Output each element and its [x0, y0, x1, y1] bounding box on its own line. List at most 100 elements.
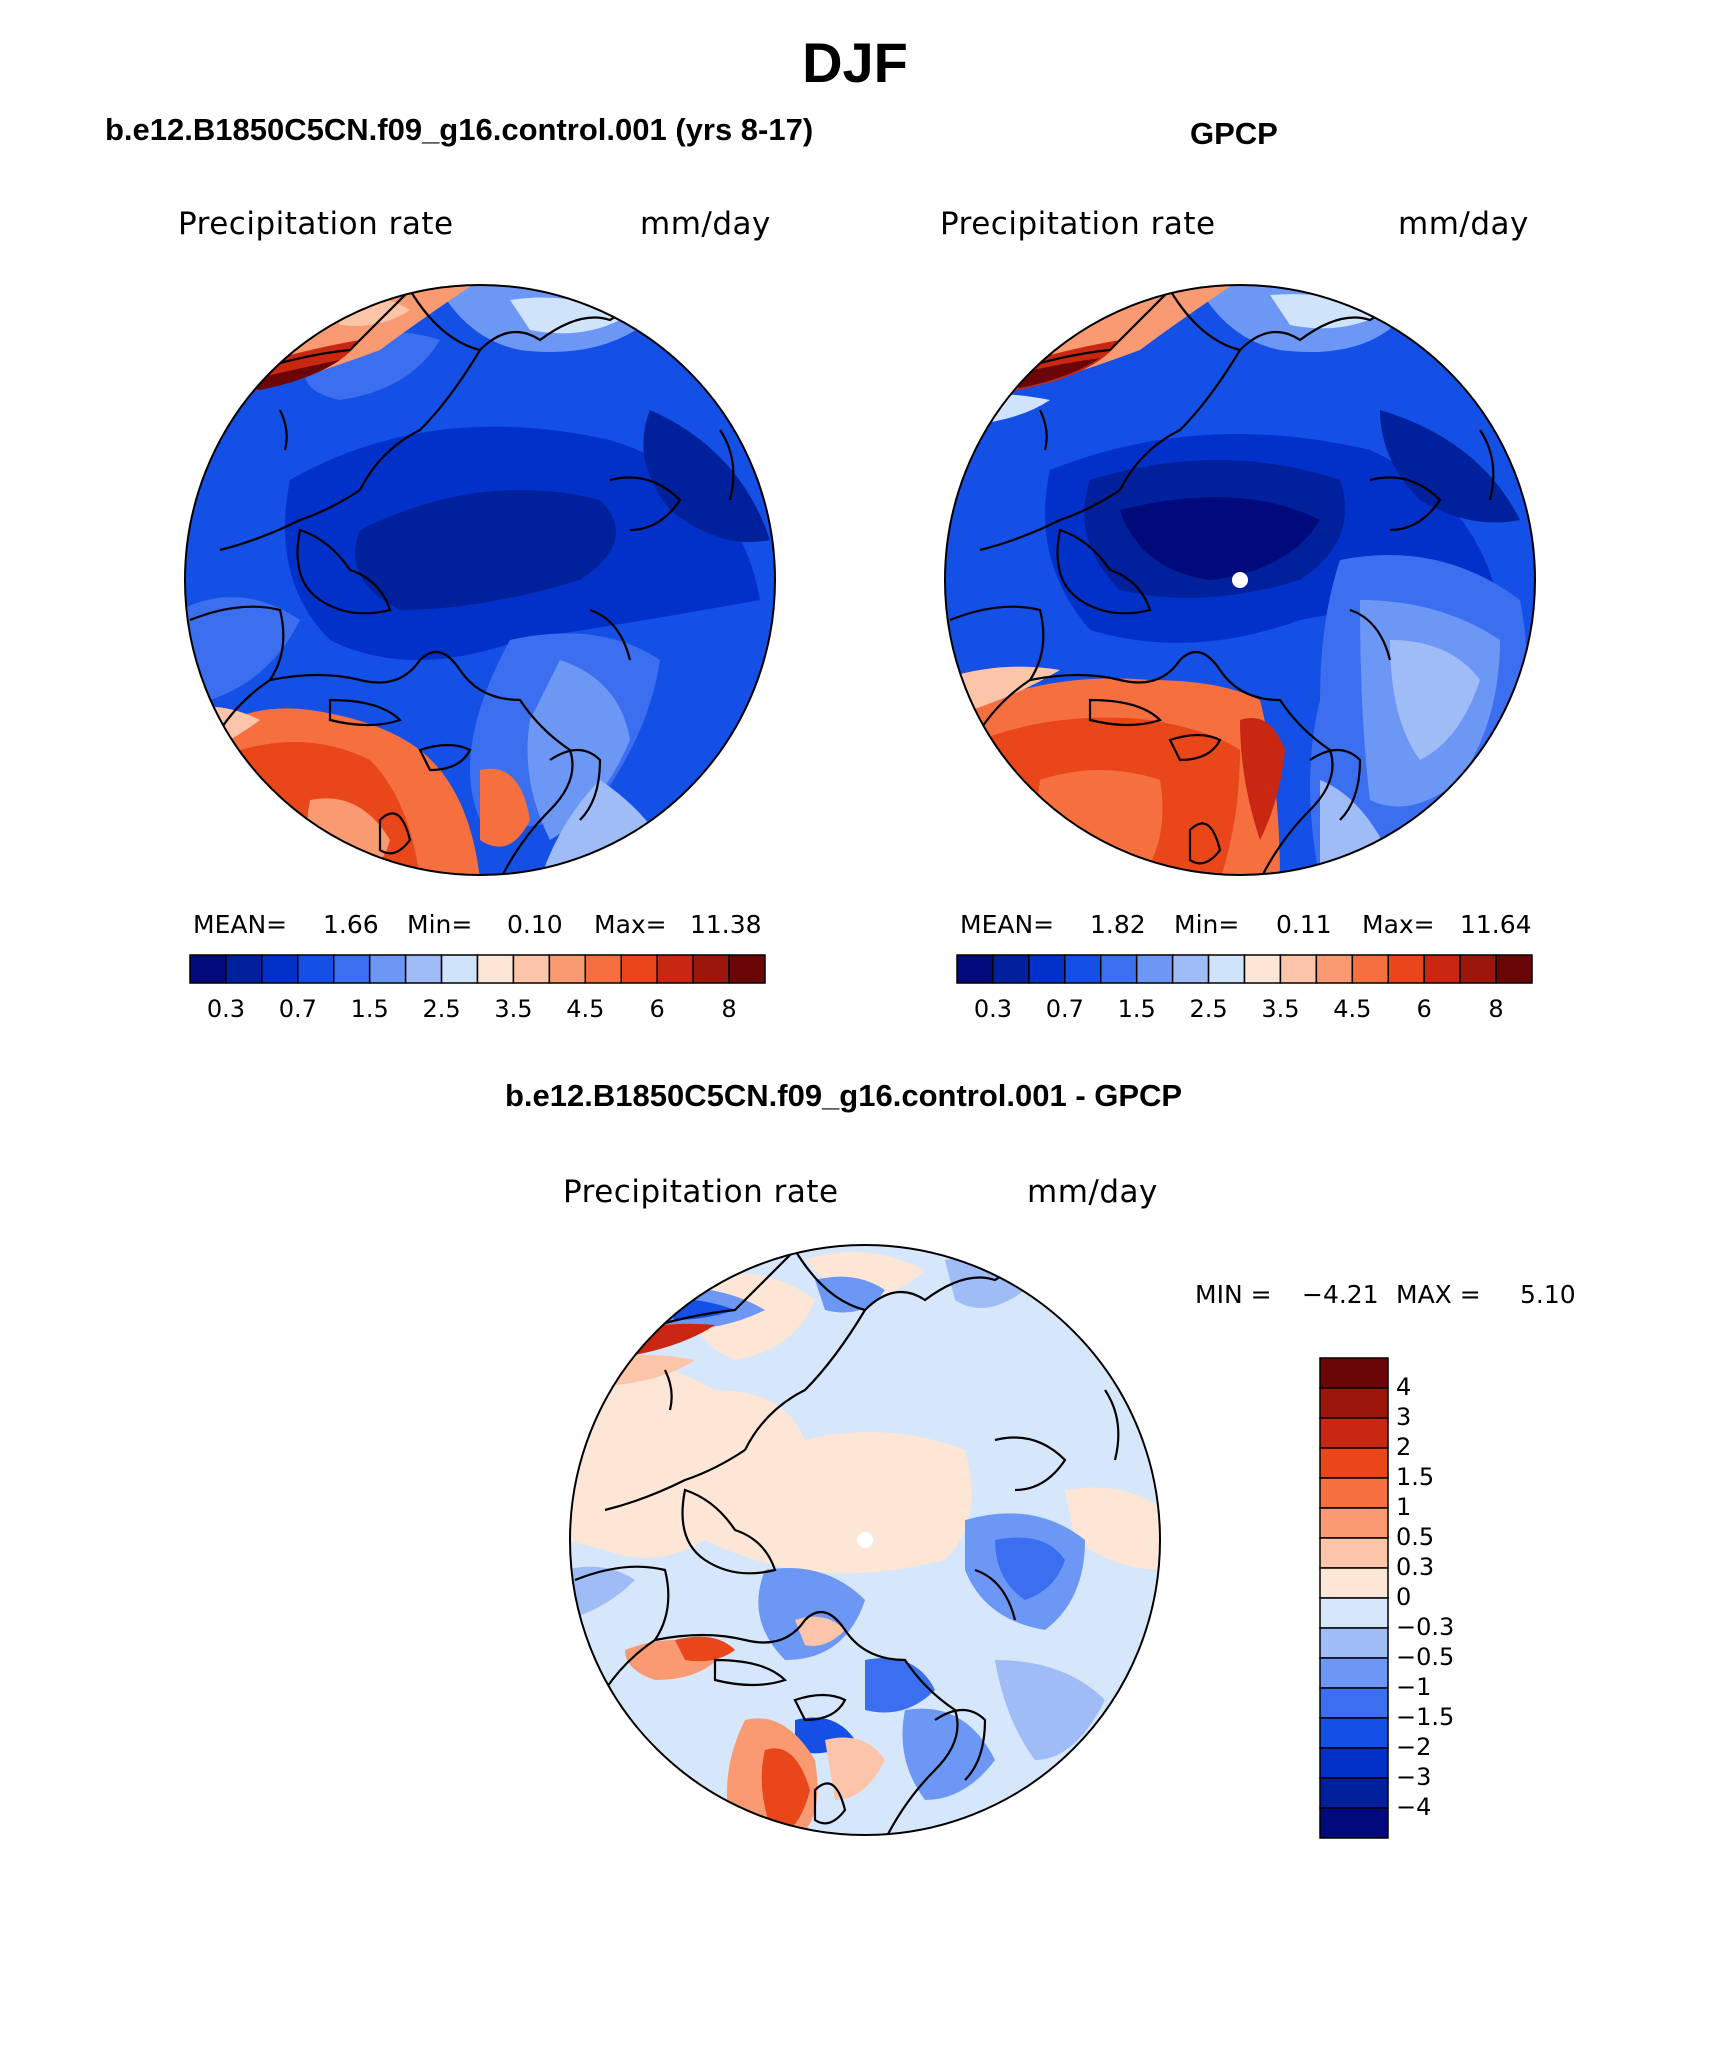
colorbar-tick-label: 3.5: [1261, 995, 1300, 1023]
colorbar-swatch: [1171, 954, 1210, 984]
units-label-obs: mm/day: [1398, 206, 1529, 242]
colorbar-tick-label: 6: [649, 995, 665, 1023]
colorbar-swatch: [1319, 1747, 1389, 1779]
colorbar-swatch: [584, 954, 622, 984]
colorbar-swatch: [1319, 1387, 1389, 1419]
colorbar-swatch: [1315, 954, 1354, 984]
max-value-model: 11.38: [690, 910, 762, 939]
colorbar-swatch: [1243, 954, 1282, 984]
colorbar-swatch: [1028, 954, 1066, 984]
polar-map-obs: [944, 284, 1536, 876]
colorbar-tick-label: 0: [1396, 1583, 1412, 1611]
colorbar-tick-label: 1.5: [1396, 1463, 1435, 1491]
colorbar-tick-label: 0.5: [1396, 1523, 1435, 1551]
colorbar-swatch: [476, 954, 515, 984]
colorbar-swatch: [1459, 954, 1497, 984]
colorbar-tick-label: 1.5: [350, 995, 389, 1023]
colorbar-swatch: [1279, 954, 1318, 984]
colorbar-tick-label: −0.5: [1396, 1643, 1455, 1671]
polar-map-difference: [569, 1244, 1161, 1836]
variable-label-difference: Precipitation rate: [563, 1174, 839, 1210]
colorbar-tick-label: −2: [1396, 1733, 1432, 1761]
colorbar-swatch: [1423, 954, 1461, 984]
min-label-model: Min=: [407, 910, 473, 939]
colorbar-tick-label: 0.7: [1045, 995, 1084, 1023]
colorbar-swatch: [1319, 1627, 1389, 1659]
colorbar-swatch: [368, 954, 407, 984]
max-value-difference: 5.10: [1520, 1280, 1576, 1309]
colorbar-tick-label: −1: [1396, 1673, 1432, 1701]
colorbar-swatch: [992, 954, 1030, 984]
colorbar-tick-label: 6: [1416, 995, 1432, 1023]
colorbar-tick-label: 4.5: [1333, 995, 1372, 1023]
units-label-model: mm/day: [640, 206, 771, 242]
mean-label-model: MEAN=: [193, 910, 288, 939]
colorbar-model: [189, 954, 766, 984]
colorbar-swatch: [1319, 1567, 1389, 1599]
colorbar-swatch: [1387, 954, 1425, 984]
min-value-model: 0.10: [507, 910, 563, 939]
colorbar-swatch: [189, 954, 227, 984]
max-label-difference: MAX =: [1396, 1280, 1481, 1309]
colorbar-tick-label: 3.5: [494, 995, 533, 1023]
colorbar-swatch: [1319, 1477, 1389, 1509]
mean-value-obs: 1.82: [1090, 910, 1146, 939]
colorbar-tick-label: 1: [1396, 1493, 1412, 1521]
colorbar-swatch: [1319, 1687, 1389, 1719]
variable-label-model: Precipitation rate: [178, 206, 454, 242]
colorbar-swatch: [692, 954, 730, 984]
colorbar-swatch: [1495, 954, 1533, 984]
colorbar-tick-label: −4: [1396, 1793, 1432, 1821]
colorbar-swatch: [261, 954, 299, 984]
colorbar-swatch: [1319, 1657, 1389, 1689]
colorbar-swatch: [1319, 1717, 1389, 1749]
polar-map-model: [184, 284, 776, 876]
colorbar-tick-label: 2.5: [422, 995, 461, 1023]
panel-title-model: b.e12.B1850C5CN.f09_g16.control.001 (yrs…: [105, 112, 814, 147]
colorbar-swatch: [656, 954, 694, 984]
colorbar-tick-label: 2.5: [1189, 995, 1228, 1023]
colorbar-tick-label: 0.3: [1396, 1553, 1435, 1581]
colorbar-swatch: [1319, 1597, 1389, 1629]
colorbar-tick-label: 8: [721, 995, 737, 1023]
variable-label-obs: Precipitation rate: [940, 206, 1216, 242]
colorbar-tick-label: 8: [1488, 995, 1504, 1023]
colorbar-tick-label: −3: [1396, 1763, 1432, 1791]
panel-title-difference: b.e12.B1850C5CN.f09_g16.control.001 - GP…: [505, 1078, 1183, 1113]
min-value-obs: 0.11: [1276, 910, 1332, 939]
colorbar-tick-label: −0.3: [1396, 1613, 1455, 1641]
colorbar-tick-label: 0.7: [278, 995, 317, 1023]
max-value-obs: 11.64: [1460, 910, 1532, 939]
pole-marker-obs: [1232, 572, 1248, 588]
colorbar-obs: [956, 954, 1533, 984]
min-value-difference: −4.21: [1302, 1280, 1379, 1309]
colorbar-tick-label: 0.3: [206, 995, 246, 1023]
colorbar-swatch: [1351, 954, 1389, 984]
colorbar-tick-label: 1.5: [1117, 995, 1156, 1023]
min-label-obs: Min=: [1174, 910, 1240, 939]
colorbar-swatch: [404, 954, 443, 984]
colorbar-tick-label: −1.5: [1396, 1703, 1455, 1731]
colorbar-swatch: [1207, 954, 1246, 984]
colorbar-swatch: [548, 954, 587, 984]
colorbar-swatch: [1319, 1417, 1389, 1449]
colorbar-tick-label: 4: [1396, 1373, 1412, 1401]
colorbar-tick-label: 3: [1396, 1403, 1412, 1431]
colorbar-swatch: [1064, 954, 1102, 984]
colorbar-swatch: [1135, 954, 1174, 984]
colorbar-swatch: [1319, 1357, 1389, 1389]
units-label-difference: mm/day: [1027, 1174, 1158, 1210]
colorbar-swatch: [297, 954, 335, 984]
colorbar-tick-label: 4.5: [566, 995, 605, 1023]
colorbar-swatch: [620, 954, 658, 984]
colorbar-swatch: [1319, 1507, 1389, 1539]
min-label-difference: MIN =: [1195, 1280, 1272, 1309]
pole-marker-difference: [857, 1532, 873, 1548]
figure-title: DJF: [802, 31, 908, 94]
colorbar-swatch: [1319, 1777, 1389, 1809]
colorbar-swatch: [1319, 1447, 1389, 1479]
colorbar-swatch: [1100, 954, 1138, 984]
colorbar-swatch: [512, 954, 551, 984]
max-label-model: Max=: [594, 910, 667, 939]
colorbar-swatch: [1319, 1537, 1389, 1569]
